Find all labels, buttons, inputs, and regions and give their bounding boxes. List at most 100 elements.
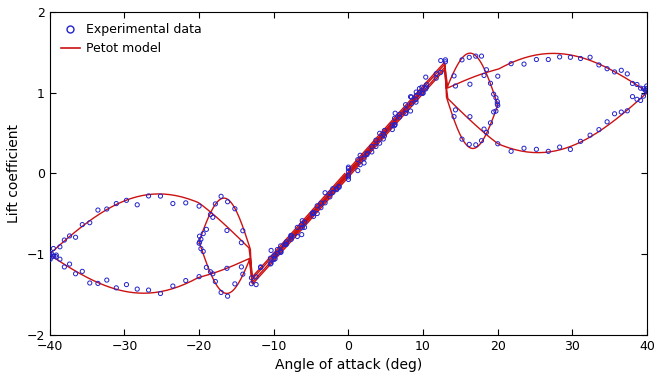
Point — [491, 108, 501, 114]
Point — [519, 61, 530, 67]
Point — [485, 80, 496, 86]
Point — [194, 233, 205, 239]
Point — [476, 53, 487, 59]
Point — [266, 247, 277, 254]
Point — [531, 56, 542, 63]
Point — [280, 241, 291, 247]
Point — [320, 200, 330, 206]
Point — [44, 250, 55, 256]
Point — [585, 54, 595, 60]
Point — [64, 261, 75, 267]
Point — [77, 222, 87, 228]
Point — [378, 136, 389, 142]
Point — [493, 73, 503, 79]
Point — [297, 232, 307, 238]
Point — [471, 53, 481, 59]
Legend: Experimental data, Petot model: Experimental data, Petot model — [56, 18, 207, 60]
Point — [85, 220, 95, 226]
Point — [405, 94, 416, 100]
Point — [450, 83, 461, 89]
Point — [270, 256, 281, 262]
Point — [266, 260, 277, 266]
Point — [352, 168, 363, 174]
Point — [471, 142, 481, 148]
Point — [308, 209, 319, 215]
Point — [627, 80, 638, 86]
Point — [414, 89, 425, 96]
Point — [420, 74, 431, 80]
Point — [465, 81, 475, 87]
Point — [48, 246, 59, 252]
Point — [371, 144, 381, 150]
Point — [405, 108, 416, 114]
Point — [479, 126, 489, 132]
Point — [594, 62, 604, 68]
Point — [272, 246, 283, 252]
Point — [286, 236, 297, 242]
Point — [411, 92, 422, 99]
Point — [222, 199, 233, 205]
Point — [230, 281, 240, 287]
Point — [379, 127, 390, 133]
Point — [269, 257, 279, 263]
Point — [575, 55, 586, 61]
Point — [51, 252, 62, 258]
Point — [155, 290, 166, 296]
Point — [324, 194, 335, 200]
Point — [493, 102, 503, 108]
Point — [205, 211, 216, 218]
Point — [143, 193, 154, 199]
Point — [457, 136, 467, 142]
Point — [246, 275, 257, 281]
Point — [328, 186, 338, 192]
Point — [316, 205, 326, 211]
Point — [420, 86, 431, 92]
X-axis label: Angle of attack (deg): Angle of attack (deg) — [275, 358, 422, 372]
Point — [230, 206, 240, 212]
Point — [101, 277, 112, 283]
Point — [246, 281, 257, 287]
Point — [367, 149, 377, 155]
Point — [379, 133, 390, 139]
Point — [251, 282, 261, 288]
Point — [64, 233, 75, 239]
Point — [431, 70, 442, 77]
Point — [196, 236, 207, 242]
Point — [308, 213, 319, 219]
Point — [492, 99, 502, 105]
Point — [205, 269, 216, 275]
Point — [328, 190, 338, 196]
Point — [85, 280, 95, 286]
Point — [207, 271, 218, 277]
Point — [238, 228, 248, 234]
Point — [374, 130, 385, 136]
Point — [70, 234, 81, 240]
Point — [479, 72, 489, 78]
Point — [636, 97, 646, 103]
Point — [554, 144, 565, 150]
Point — [324, 190, 335, 196]
Point — [281, 239, 292, 245]
Point — [320, 190, 330, 196]
Point — [355, 162, 365, 168]
Point — [390, 121, 401, 127]
Point — [312, 203, 322, 209]
Point — [167, 283, 178, 289]
Point — [256, 264, 266, 270]
Point — [401, 110, 411, 116]
Point — [281, 241, 292, 247]
Point — [210, 279, 220, 285]
Point — [464, 54, 475, 60]
Point — [343, 169, 354, 175]
Point — [638, 86, 649, 92]
Point — [489, 91, 499, 97]
Point — [55, 244, 66, 250]
Point — [299, 219, 310, 225]
Point — [387, 127, 398, 133]
Point — [307, 210, 318, 216]
Point — [216, 193, 226, 199]
Point — [401, 102, 411, 108]
Point — [312, 210, 322, 216]
Point — [565, 146, 576, 152]
Point — [270, 252, 281, 258]
